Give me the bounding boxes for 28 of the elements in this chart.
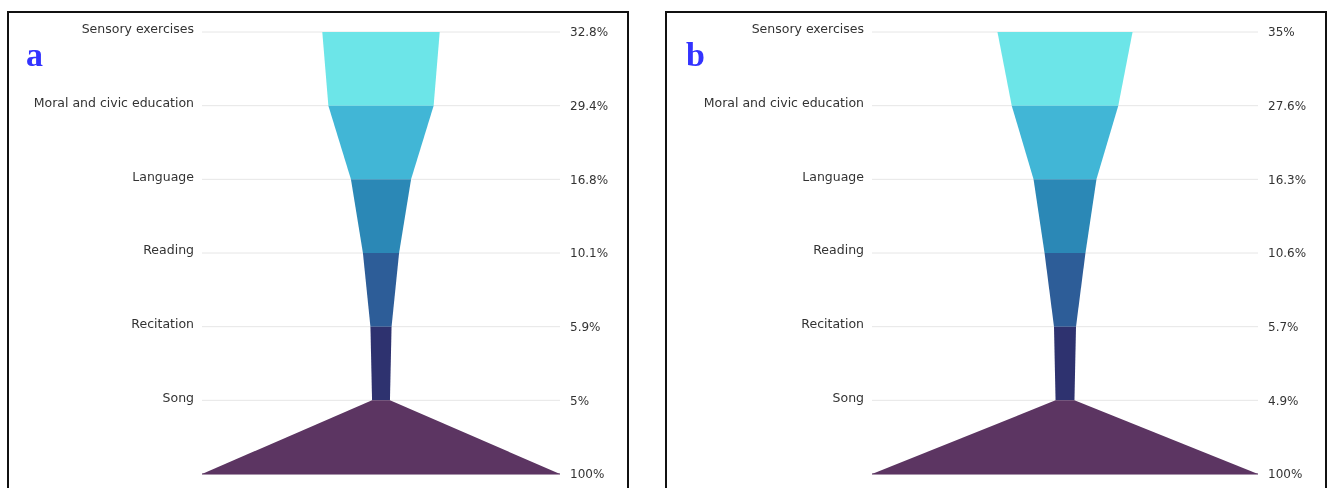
data-label: 10.1% xyxy=(570,246,609,261)
data-label: 27.6% xyxy=(1268,98,1307,113)
data-label: 35% xyxy=(1268,25,1295,40)
data-label: 29.4% xyxy=(570,98,609,113)
data-label: 16.8% xyxy=(570,172,609,187)
category-label: Moral and civic education xyxy=(703,94,864,110)
category-label: Recitation xyxy=(801,315,864,331)
category-label: Sensory exercises xyxy=(81,21,194,37)
data-label: 100% xyxy=(570,467,605,482)
data-label: 4.9% xyxy=(1268,393,1299,408)
category-label: Language xyxy=(802,168,865,184)
category-label: Reading xyxy=(143,242,194,258)
category-label: Reading xyxy=(813,242,864,258)
category-label: Song xyxy=(162,389,194,405)
data-label: 5% xyxy=(570,393,590,408)
category-label: Recitation xyxy=(131,315,194,331)
category-label: Sensory exercises xyxy=(751,21,864,37)
text: b xyxy=(686,36,705,73)
data-label: 10.6% xyxy=(1268,246,1307,261)
data-label: 16.3% xyxy=(1268,172,1307,187)
data-label: 5.7% xyxy=(1268,319,1299,334)
category-label: Language xyxy=(132,168,195,184)
data-label: 5.9% xyxy=(570,319,601,334)
data-label: 32.8% xyxy=(570,25,609,40)
category-label: Song xyxy=(832,389,864,405)
category-label: Moral and civic education xyxy=(33,94,194,110)
text: a xyxy=(26,36,43,73)
data-label: 100% xyxy=(1268,467,1303,482)
